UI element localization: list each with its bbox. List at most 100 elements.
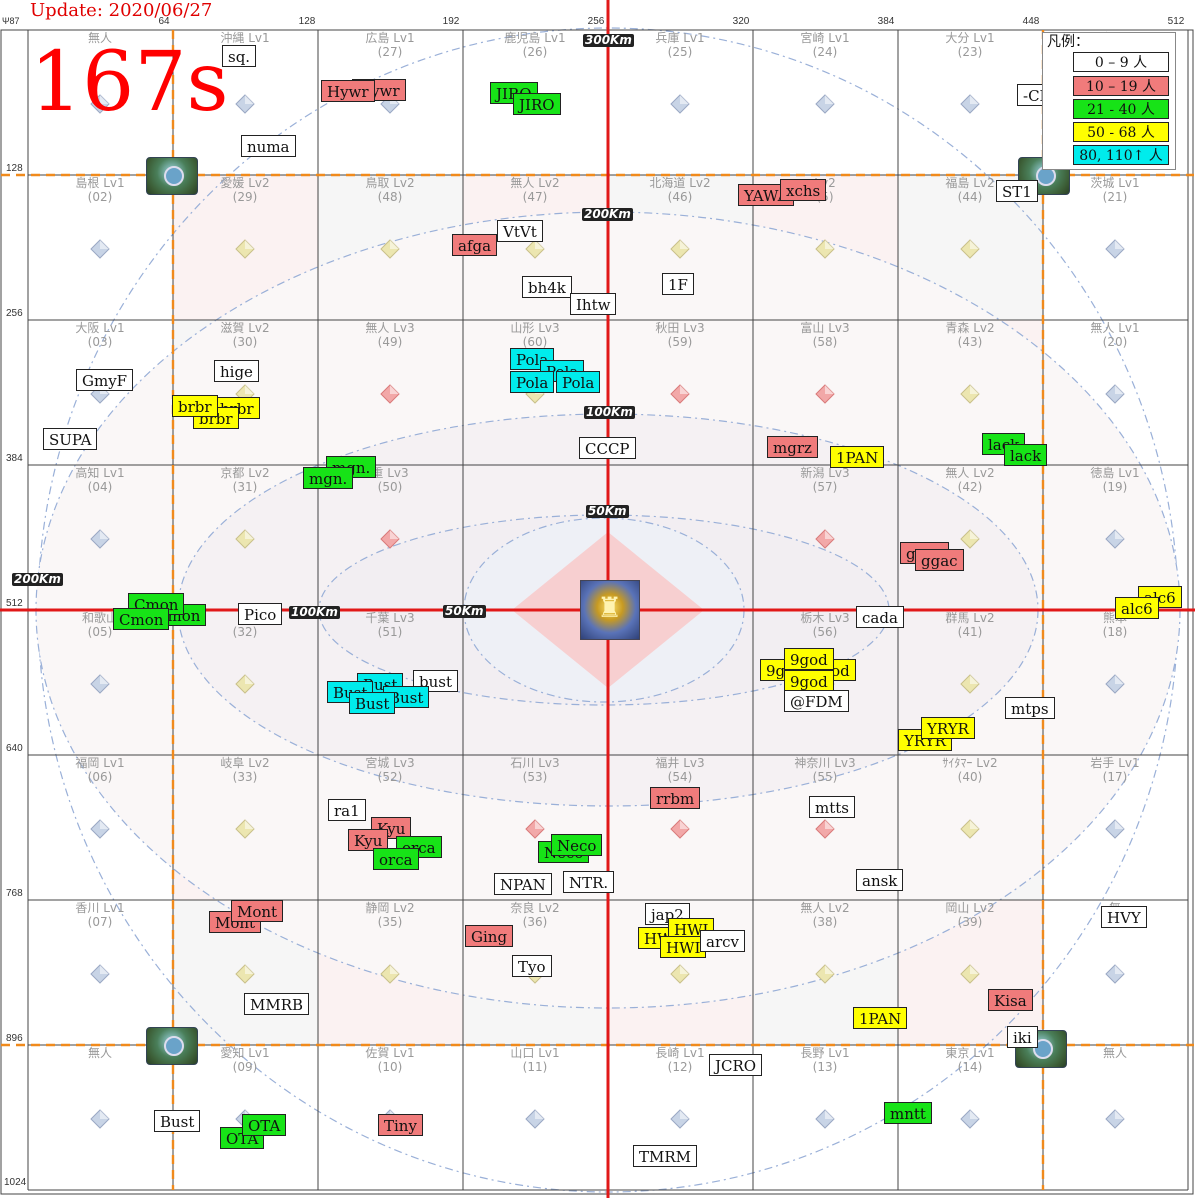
territory-label[interactable]: 福島 Lv2 (44) <box>900 176 1040 204</box>
territory-label[interactable]: 和歌山 (05) <box>30 611 170 639</box>
territory-label[interactable]: 熊本(18) <box>1045 611 1185 639</box>
territory-label[interactable]: 石川 Lv3 (53) <box>465 756 605 784</box>
guild-tag[interactable]: cada <box>856 606 904 628</box>
guild-tag[interactable]: HWI <box>660 936 707 958</box>
corner-fortress-bottom-left[interactable] <box>146 1027 198 1065</box>
guild-tag[interactable]: OTA <box>242 1114 287 1136</box>
guild-tag[interactable]: ra1 <box>328 799 366 821</box>
territory-label[interactable]: 重 Lv3 (50) <box>320 466 460 494</box>
guild-tag[interactable]: numa <box>241 135 296 157</box>
territory-label[interactable]: 静岡 Lv2 (35) <box>320 901 460 929</box>
guild-tag[interactable]: afga <box>452 234 498 256</box>
guild-tag[interactable]: hige <box>214 360 259 382</box>
guild-tag[interactable]: lack <box>1004 444 1048 466</box>
territory-label[interactable]: 大分 Lv1 (23) <box>900 31 1040 59</box>
territory-label[interactable]: 北海道 Lv2 (46) <box>610 176 750 204</box>
guild-tag[interactable]: HVY <box>1101 906 1147 928</box>
territory-label[interactable]: 新潟 Lv3 (57) <box>755 466 895 494</box>
guild-tag[interactable]: orca <box>373 848 419 870</box>
guild-tag[interactable]: bh4k <box>522 276 572 298</box>
guild-tag[interactable]: Kisa <box>988 989 1033 1011</box>
territory-label[interactable]: 無人 Lv2 (47) <box>465 176 605 204</box>
territory-label[interactable]: 愛知 Lv1 (09) <box>175 1046 315 1074</box>
guild-tag[interactable]: Tyo <box>512 955 552 977</box>
guild-tag[interactable]: Bust <box>154 1110 201 1132</box>
guild-tag[interactable]: TMRM <box>633 1145 698 1167</box>
guild-tag[interactable]: iki <box>1007 1026 1038 1048</box>
guild-tag[interactable]: mtps <box>1005 697 1055 719</box>
territory-label[interactable]: 栃木 Lv3 (56) <box>755 611 895 639</box>
guild-tag[interactable]: mgn. <box>303 467 354 489</box>
territory-label[interactable]: 奈良 Lv2 (36) <box>465 901 605 929</box>
guild-tag[interactable]: CCCP <box>579 437 636 459</box>
guild-tag[interactable]: mtts <box>809 796 855 818</box>
territory-label[interactable]: 無人 Lv2 (38) <box>755 901 895 929</box>
territory-label[interactable]: 無人 <box>1045 1046 1185 1060</box>
guild-tag[interactable]: sq. <box>222 45 257 67</box>
guild-tag[interactable]: VtVt <box>497 220 543 242</box>
territory-label[interactable]: ｻｲﾀﾏｰ Lv2 (40) <box>900 756 1040 784</box>
territory-label[interactable]: 福井 Lv3 (54) <box>610 756 750 784</box>
guild-tag[interactable]: 1PAN <box>830 446 885 468</box>
territory-label[interactable]: 鳥取 Lv2 (48) <box>320 176 460 204</box>
guild-tag[interactable]: Bust <box>349 692 396 714</box>
corner-fortress-top-left[interactable] <box>146 157 198 195</box>
territory-label[interactable]: 神奈川 Lv3 (55) <box>755 756 895 784</box>
guild-tag[interactable]: xchs <box>780 179 827 201</box>
guild-tag[interactable]: NTR. <box>563 871 615 893</box>
guild-tag[interactable]: ggac <box>915 549 964 571</box>
territory-label[interactable]: 無人 Lv3 (49) <box>320 321 460 349</box>
territory-label[interactable]: 茨城 Lv1 (21) <box>1045 176 1185 204</box>
guild-tag[interactable]: Pola <box>510 371 555 393</box>
guild-tag[interactable]: NPAN <box>494 873 552 895</box>
territory-label[interactable]: 愛媛 Lv2 (29) <box>175 176 315 204</box>
guild-tag[interactable]: YRYR <box>921 717 975 739</box>
central-castle-icon[interactable] <box>580 580 640 640</box>
territory-label[interactable]: 山形 Lv3 (60) <box>465 321 605 349</box>
territory-label[interactable]: 無人 <box>30 1046 170 1060</box>
territory-label[interactable]: 大阪 Lv1 (03) <box>30 321 170 349</box>
guild-tag[interactable]: 9god <box>784 670 834 692</box>
territory-label[interactable]: 京都 Lv2 (31) <box>175 466 315 494</box>
territory-label[interactable]: 広島 Lv1 (27) <box>320 31 460 59</box>
territory-label[interactable]: 秋田 Lv3 (59) <box>610 321 750 349</box>
territory-label[interactable]: 岐阜 Lv2 (33) <box>175 756 315 784</box>
guild-tag[interactable]: JIRO <box>513 93 561 115</box>
territory-label[interactable]: 沖縄 Lv1 <box>175 31 315 45</box>
territory-label[interactable]: 東京 Lv1 (14) <box>900 1046 1040 1074</box>
guild-tag[interactable]: mgrz <box>767 436 818 458</box>
guild-tag[interactable]: mntt <box>884 1102 932 1124</box>
territory-label[interactable]: 山口 Lv1 (11) <box>465 1046 605 1074</box>
territory-label[interactable]: 長野 Lv1 (13) <box>755 1046 895 1074</box>
guild-tag[interactable]: Kyu <box>348 829 389 851</box>
guild-tag[interactable]: Cmon <box>113 608 170 630</box>
guild-tag[interactable]: 1PAN <box>853 1007 908 1029</box>
guild-tag[interactable]: ST1 <box>996 180 1038 202</box>
guild-tag[interactable]: rrbm <box>650 787 701 809</box>
guild-tag[interactable]: ansk <box>856 869 904 891</box>
territory-label[interactable]: 青森 Lv2 (43) <box>900 321 1040 349</box>
territory-label[interactable]: 無人 <box>30 31 170 45</box>
territory-label[interactable]: 宮崎 Lv1 (24) <box>755 31 895 59</box>
guild-tag[interactable]: Pico <box>238 603 283 625</box>
guild-tag[interactable]: Tiny <box>378 1114 423 1136</box>
guild-tag[interactable]: Hywr <box>321 80 375 102</box>
territory-label[interactable]: 富山 Lv3 (58) <box>755 321 895 349</box>
guild-tag[interactable]: Mont <box>231 900 284 922</box>
guild-tag[interactable]: 9god <box>784 648 834 670</box>
territory-label[interactable]: 千葉 Lv3 (51) <box>320 611 460 639</box>
territory-label[interactable]: 兵庫 Lv1 (25) <box>610 31 750 59</box>
territory-label[interactable]: 高知 Lv1 (04) <box>30 466 170 494</box>
guild-tag[interactable]: MMRB <box>244 993 310 1015</box>
territory-label[interactable]: 香川 Lv1 (07) <box>30 901 170 929</box>
territory-label[interactable]: 群馬 Lv2 (41) <box>900 611 1040 639</box>
guild-tag[interactable]: GmyF <box>76 369 134 391</box>
territory-label[interactable]: 鹿児島 Lv1 (26) <box>465 31 605 59</box>
guild-tag[interactable]: Ging <box>465 925 514 947</box>
territory-label[interactable]: 島根 Lv1 (02) <box>30 176 170 204</box>
guild-tag[interactable]: alc6 <box>1115 597 1159 619</box>
territory-label[interactable]: 佐賀 Lv1 (10) <box>320 1046 460 1074</box>
guild-tag[interactable]: SUPA <box>43 428 98 450</box>
territory-label[interactable]: 無人 Lv1 (20) <box>1045 321 1185 349</box>
territory-label[interactable]: 滋賀 Lv2 (30) <box>175 321 315 349</box>
